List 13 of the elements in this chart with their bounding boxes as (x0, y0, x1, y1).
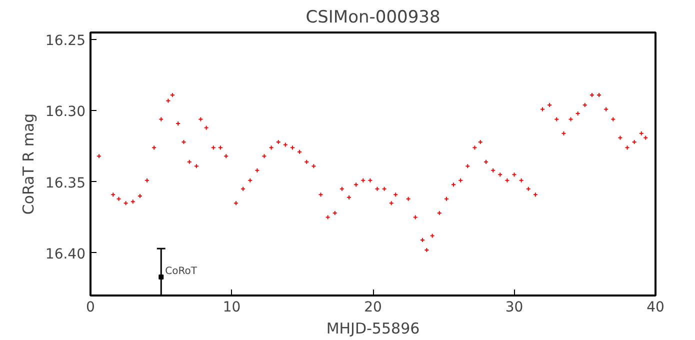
y-tick-label: 16.35 (45, 175, 86, 192)
x-tick-label: 40 (646, 300, 664, 316)
x-axis-title: MHJD-55896 (326, 320, 420, 338)
x-tick-label: 20 (364, 300, 382, 316)
y-tick-label: 16.25 (45, 33, 86, 50)
annotation: CoRoT (165, 266, 198, 278)
chart-title: CSIMon-000938 (306, 8, 440, 28)
y-tick-label: 16.30 (45, 104, 86, 120)
x-tick-label: 0 (86, 300, 95, 316)
y-tick-label: 16.40 (45, 246, 86, 262)
x-tick-label: 30 (505, 300, 524, 316)
x-tick-label: 10 (222, 300, 241, 316)
y-axis-title: CoRaT R mag (19, 113, 38, 215)
